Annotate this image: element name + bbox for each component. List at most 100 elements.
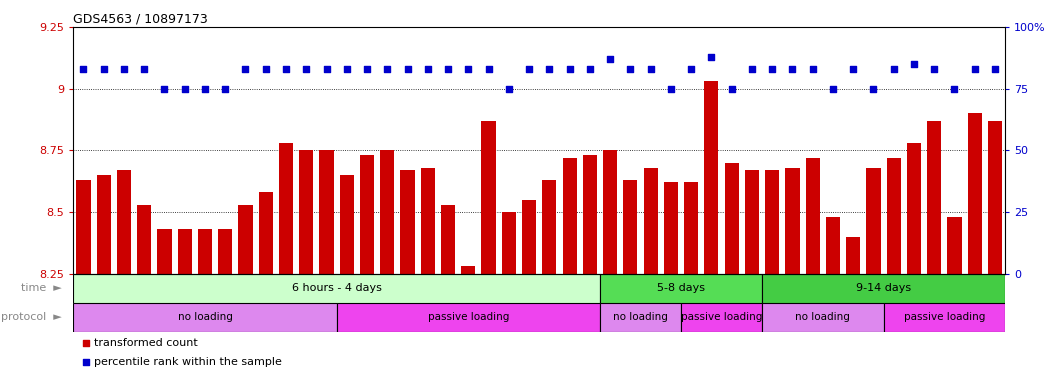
Point (946, 86, 963, 92)
Bar (928, 121, 941, 274)
Point (541, 66, 558, 72)
Bar (744, 170, 759, 274)
Point (845, 66, 862, 72)
Bar (826, 217, 840, 274)
Bar (299, 150, 313, 274)
Point (642, 66, 659, 72)
Point (338, 66, 355, 72)
Point (703, 53, 719, 60)
Bar (522, 200, 536, 274)
Point (237, 66, 253, 72)
Bar (259, 192, 273, 274)
Point (420, 66, 437, 72)
Bar (380, 150, 395, 274)
Text: no loading: no loading (178, 313, 232, 323)
Bar (73, 303, 337, 332)
Text: transformed count: transformed count (94, 338, 198, 348)
Bar (765, 170, 779, 274)
Point (602, 56, 619, 62)
Point (500, 86, 517, 92)
Point (986, 66, 1003, 72)
Bar (76, 180, 90, 274)
Text: 6 hours - 4 days: 6 hours - 4 days (292, 283, 381, 293)
Bar (400, 170, 415, 274)
Bar (198, 229, 213, 274)
Point (663, 86, 680, 92)
Point (318, 66, 335, 72)
Point (258, 66, 274, 72)
Point (277, 66, 294, 72)
Point (865, 86, 882, 92)
Point (723, 86, 740, 92)
Point (784, 66, 801, 72)
Bar (644, 167, 658, 274)
Point (804, 66, 821, 72)
Bar (684, 182, 698, 274)
Bar (482, 121, 495, 274)
Point (297, 66, 314, 72)
Text: passive loading: passive loading (904, 313, 985, 323)
Point (359, 66, 376, 72)
Bar (988, 121, 1002, 274)
Bar (583, 155, 597, 274)
Bar (360, 155, 374, 274)
Bar (600, 303, 681, 332)
Bar (239, 205, 252, 274)
Point (77, 359, 94, 366)
Bar (157, 229, 172, 274)
Bar (681, 303, 762, 332)
Text: 5-8 days: 5-8 days (658, 283, 705, 293)
Bar (725, 163, 739, 274)
Point (683, 66, 699, 72)
Point (197, 86, 214, 92)
Bar (73, 274, 600, 303)
Point (966, 66, 983, 72)
Bar (137, 205, 151, 274)
Bar (664, 182, 678, 274)
Point (926, 66, 942, 72)
Bar (542, 180, 556, 274)
Point (399, 66, 416, 72)
Point (217, 86, 233, 92)
Bar (762, 303, 884, 332)
Point (379, 66, 396, 72)
Point (115, 66, 132, 72)
Bar (762, 274, 1005, 303)
Bar (948, 217, 961, 274)
Point (743, 66, 760, 72)
Point (136, 66, 153, 72)
Bar (887, 158, 900, 274)
Bar (846, 237, 861, 274)
Bar (279, 143, 293, 274)
Bar (623, 180, 638, 274)
Bar (562, 158, 577, 274)
Point (156, 86, 173, 92)
Text: time  ►: time ► (21, 283, 62, 293)
Bar (337, 303, 600, 332)
Bar (600, 274, 762, 303)
Bar (907, 143, 921, 274)
Bar (866, 167, 881, 274)
Text: passive loading: passive loading (681, 313, 762, 323)
Bar (319, 150, 334, 274)
Point (520, 66, 537, 72)
Point (176, 86, 193, 92)
Point (906, 61, 922, 67)
Bar (805, 158, 820, 274)
Bar (502, 212, 516, 274)
Bar (705, 81, 718, 274)
Point (622, 66, 639, 72)
Bar (967, 113, 982, 274)
Bar (441, 205, 455, 274)
Bar (462, 266, 475, 274)
Text: no loading: no loading (796, 313, 850, 323)
Text: percentile rank within the sample: percentile rank within the sample (94, 358, 282, 367)
Bar (421, 167, 435, 274)
Bar (339, 175, 354, 274)
Bar (218, 229, 232, 274)
Point (825, 86, 842, 92)
Bar (884, 303, 1005, 332)
Point (886, 66, 903, 72)
Point (581, 66, 598, 72)
Text: passive loading: passive loading (427, 313, 509, 323)
